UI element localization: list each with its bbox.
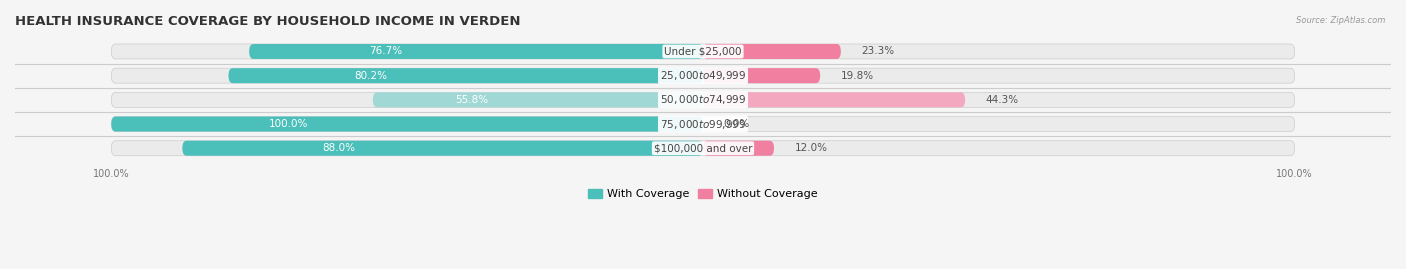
FancyBboxPatch shape bbox=[111, 116, 1295, 132]
Text: 19.8%: 19.8% bbox=[841, 71, 875, 81]
FancyBboxPatch shape bbox=[703, 68, 820, 83]
FancyBboxPatch shape bbox=[111, 116, 703, 132]
Text: 0.0%: 0.0% bbox=[724, 119, 749, 129]
FancyBboxPatch shape bbox=[183, 141, 703, 156]
FancyBboxPatch shape bbox=[111, 141, 1295, 156]
FancyBboxPatch shape bbox=[703, 44, 841, 59]
Text: 80.2%: 80.2% bbox=[354, 71, 387, 81]
Legend: With Coverage, Without Coverage: With Coverage, Without Coverage bbox=[583, 184, 823, 203]
FancyBboxPatch shape bbox=[228, 68, 703, 83]
Text: $25,000 to $49,999: $25,000 to $49,999 bbox=[659, 69, 747, 82]
FancyBboxPatch shape bbox=[111, 92, 1295, 107]
Text: 76.7%: 76.7% bbox=[368, 47, 402, 56]
Text: 100.0%: 100.0% bbox=[269, 119, 308, 129]
FancyBboxPatch shape bbox=[703, 92, 965, 107]
FancyBboxPatch shape bbox=[703, 141, 773, 156]
FancyBboxPatch shape bbox=[111, 68, 1295, 83]
Text: 44.3%: 44.3% bbox=[986, 95, 1019, 105]
Text: 100.0%: 100.0% bbox=[1277, 169, 1313, 179]
Text: Source: ZipAtlas.com: Source: ZipAtlas.com bbox=[1295, 16, 1385, 25]
FancyBboxPatch shape bbox=[373, 92, 703, 107]
Text: Under $25,000: Under $25,000 bbox=[664, 47, 742, 56]
Text: $75,000 to $99,999: $75,000 to $99,999 bbox=[659, 118, 747, 130]
FancyBboxPatch shape bbox=[111, 44, 1295, 59]
Text: $50,000 to $74,999: $50,000 to $74,999 bbox=[659, 93, 747, 106]
Text: 55.8%: 55.8% bbox=[456, 95, 488, 105]
Text: HEALTH INSURANCE COVERAGE BY HOUSEHOLD INCOME IN VERDEN: HEALTH INSURANCE COVERAGE BY HOUSEHOLD I… bbox=[15, 15, 520, 28]
Text: 100.0%: 100.0% bbox=[93, 169, 129, 179]
Text: $100,000 and over: $100,000 and over bbox=[654, 143, 752, 153]
Text: 88.0%: 88.0% bbox=[322, 143, 356, 153]
FancyBboxPatch shape bbox=[249, 44, 703, 59]
Text: 12.0%: 12.0% bbox=[794, 143, 828, 153]
Text: 23.3%: 23.3% bbox=[862, 47, 894, 56]
